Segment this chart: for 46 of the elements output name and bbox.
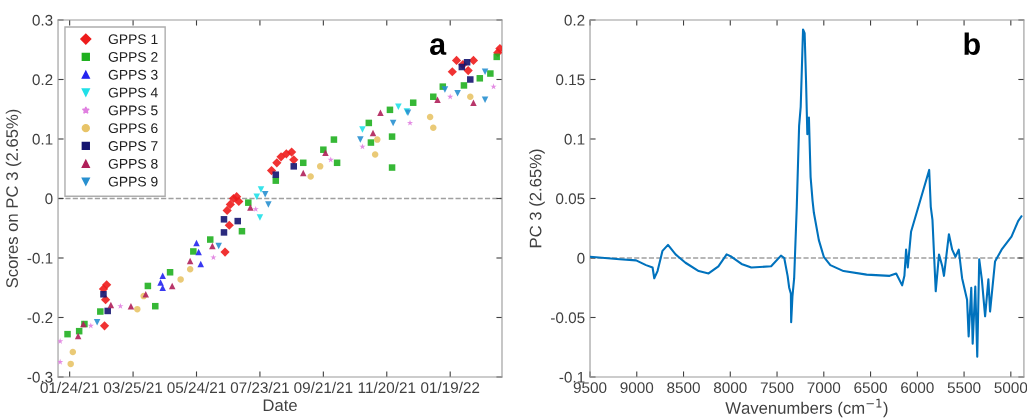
x-tick-label: 01/24/21 [40, 381, 99, 394]
y-tick-label: 0 [45, 193, 53, 205]
y-tick-label: 0.1 [32, 133, 53, 145]
legend-label: GPPS 1 [108, 34, 158, 45]
y-axis-title: PC 3 (2.65%) [529, 149, 545, 248]
y-tick-label: 0.15 [556, 74, 585, 86]
x-tick-label: 9500 [573, 382, 607, 394]
x-tick-label: 9000 [620, 382, 654, 394]
x-tick-label: 7000 [807, 382, 841, 394]
y-tick-label: 0 [577, 252, 585, 264]
legend-label: GPPS 2 [108, 52, 158, 62]
y-tick-label: 0.2 [564, 14, 585, 26]
y-axis-title: Scores on PC 3 (2.65%) [5, 109, 22, 288]
y-tick-label: 0.1 [564, 133, 585, 145]
x-tick-label: 07/23/21 [230, 381, 289, 394]
x-tick-label: 8500 [667, 382, 700, 394]
y-tick-label: -0.1 [559, 371, 585, 383]
y-tick-label: 0.3 [32, 14, 53, 26]
legend-label: GPPS 9 [108, 176, 158, 187]
legend-label: GPPS 4 [108, 87, 158, 98]
y-tick-label: -0.3 [27, 371, 53, 383]
legend-label: GPPS 5 [108, 105, 158, 116]
x-tick-label: 03/25/21 [103, 381, 163, 394]
legend-label: GPPS 6 [108, 123, 158, 134]
y-tick-label: -0.05 [551, 312, 585, 324]
y-tick-label: 0.05 [556, 193, 585, 205]
x-tick-label: 5000 [994, 382, 1027, 394]
x-tick-label: 01/19/22 [421, 381, 480, 394]
y-tick-label: -0.2 [27, 312, 53, 324]
x-tick-label: 6000 [901, 382, 934, 394]
x-tick-label: 8000 [713, 382, 747, 394]
x-axis-title: Date [263, 399, 297, 412]
legend-label: GPPS 3 [108, 69, 158, 80]
annotation: b [964, 32, 980, 55]
x-tick-label: 5500 [947, 382, 981, 394]
x-axis-title: Wavenumbers (cm$^{−1}$) [725, 398, 888, 418]
legend-label: GPPS 7 [108, 141, 158, 151]
x-tick-label: 7500 [760, 382, 794, 394]
x-tick-label: 11/20/21 [358, 381, 416, 394]
x-tick-label: 09/21/21 [294, 381, 353, 394]
annotation: a [430, 38, 447, 55]
y-tick-label: 0.2 [32, 74, 53, 86]
y-tick-label: -0.1 [27, 252, 53, 264]
x-tick-label: 05/24/21 [167, 381, 226, 394]
legend-label: GPPS 8 [108, 158, 158, 169]
x-tick-label: 6500 [854, 382, 887, 394]
